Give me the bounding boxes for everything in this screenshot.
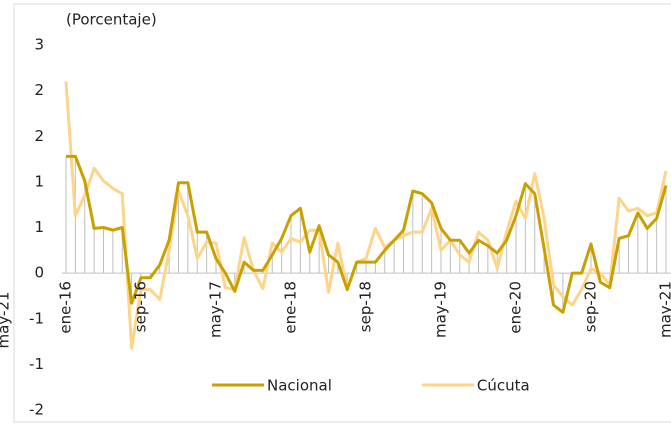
x-tick-label: ene-18 <box>282 281 300 333</box>
x-tick-label: ene-20 <box>507 281 525 333</box>
y-tick-label: 1 <box>34 172 44 190</box>
y-tick-label: 1 <box>34 218 44 236</box>
x-tick-label: ene-16 <box>57 281 75 333</box>
y-tick-label: 3 <box>34 36 44 54</box>
y-tick-label: 0 <box>34 264 44 282</box>
legend-label: Nacional <box>267 377 332 395</box>
legend-label: Cúcuta <box>477 377 530 395</box>
y-tick-label: -1 <box>29 309 44 327</box>
y-tick-label: 2 <box>34 81 44 99</box>
plot <box>62 81 671 350</box>
side-label: may-21 <box>0 292 13 349</box>
series-line <box>66 154 668 314</box>
y-tick-label: -1 <box>29 355 44 373</box>
y-tick-label: -2 <box>29 401 44 419</box>
x-tick-label: may-21 <box>657 281 671 338</box>
x-tick-label: sep-18 <box>357 281 375 332</box>
chart-frame <box>13 3 671 423</box>
y-tick-label: 2 <box>34 127 44 145</box>
x-tick-label: sep-20 <box>582 281 600 332</box>
chart-subtitle: (Porcentaje) <box>66 11 157 29</box>
x-tick-label: sep-16 <box>132 281 150 332</box>
x-tick-label: may-17 <box>207 281 225 338</box>
x-tick-label: may-19 <box>432 281 450 338</box>
